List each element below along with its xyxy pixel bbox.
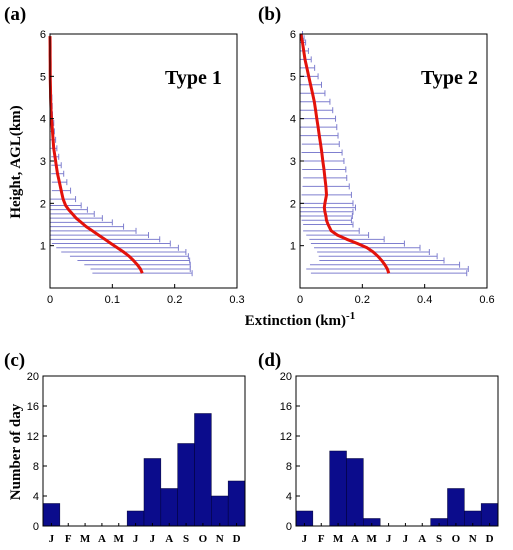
panel-d-month-label: S (436, 533, 442, 545)
panel-c-bar (160, 488, 178, 527)
panel-d-month-label: A (418, 533, 426, 545)
panel-b-x-tick-label: 0 (297, 294, 303, 306)
profile-x-axis-label-text: Extinction (km) (245, 313, 346, 329)
panel-c-bar (227, 480, 246, 527)
panel-d-month-label: J (403, 533, 409, 545)
panel-d-month-label: A (351, 533, 359, 545)
profile-y-axis-label: Height, AGL(km) (8, 105, 24, 218)
panel-d-bar (346, 458, 364, 527)
panel-c-month-label: M (80, 533, 91, 545)
panel-c-y-tick-label: 0 (33, 521, 39, 533)
panel-a-x-tick-label: 0.2 (167, 294, 182, 306)
panel-d-month-label: O (452, 533, 461, 545)
panel-b-mean-profile-line (299, 33, 391, 274)
panel-c-month-label: A (165, 533, 173, 545)
panel-label-a: (a) (4, 4, 26, 25)
panel-c-month-label: J (49, 533, 55, 545)
panel-label-b: (b) (258, 4, 281, 25)
panel-label-d: (d) (258, 350, 281, 371)
panel-a-y-tick-label: 5 (40, 71, 46, 83)
panel-b-x-tick-label: 0.4 (417, 294, 432, 306)
panel-c-axes-frame (42, 375, 246, 527)
panel-c-month-label: M (114, 533, 125, 545)
profile-plot-b: 0 0.2 0.4 0.6 1 2 3 4 5 6 (290, 29, 495, 306)
panel-c-bar (143, 458, 162, 527)
panel-a-x-tick-label: 0.3 (229, 294, 244, 306)
panel-a-x-tick-label: 0.1 (105, 294, 120, 306)
panel-a-x-tick-label: 0 (47, 294, 53, 306)
panel-b-y-tick-label: 2 (290, 198, 296, 210)
panel-c-month-label: S (183, 533, 189, 545)
panel-a-y-tick-label: 1 (40, 241, 46, 253)
panel-b-title: Type 2 (421, 67, 478, 89)
panel-d-bar (447, 488, 465, 527)
profile-plot-a: 0 0.1 0.2 0.3 1 2 3 4 5 6 (40, 29, 245, 306)
panel-b-x-tick-label: 0.6 (479, 294, 494, 306)
panel-c-y-tick-label: 20 (27, 371, 39, 383)
panel-c-month-label: N (216, 533, 224, 545)
panel-d-month-label: M (333, 533, 344, 545)
panel-d-bar (329, 450, 347, 527)
panel-b-y-tick-label: 4 (290, 114, 296, 126)
panel-b-y-tick-label: 6 (290, 29, 296, 41)
panel-b-y-tick-label: 1 (290, 241, 296, 253)
panel-a-y-tick-label: 4 (40, 114, 46, 126)
panel-a-y-tick-label: 2 (40, 198, 46, 210)
panel-a-mean-profile-line (48, 36, 144, 274)
bar-y-axis-label: Number of day (8, 403, 24, 500)
panel-c-month-label: A (98, 533, 106, 545)
panel-c-y-tick-label: 8 (33, 461, 39, 473)
panel-c-bar (211, 495, 229, 527)
panel-c-month-label: F (65, 533, 72, 545)
panel-d-y-tick-label: 8 (286, 461, 292, 473)
panel-c-y-tick-label: 4 (33, 491, 39, 503)
panel-d-month-label: J (386, 533, 392, 545)
panel-d-y-tick-label: 12 (280, 431, 292, 443)
panel-b-y-tick-label: 5 (290, 71, 296, 83)
panel-a-y-tick-label: 3 (40, 156, 46, 168)
panel-d-y-tick-label: 16 (280, 401, 292, 413)
panel-c-month-label: J (133, 533, 139, 545)
panel-d-month-label: J (302, 533, 308, 545)
panel-d-axes-frame (295, 375, 499, 527)
panel-b-y-tick-label: 3 (290, 156, 296, 168)
panel-d-y-tick-label: 20 (280, 371, 292, 383)
panel-c-month-label: J (150, 533, 156, 545)
panel-d-month-label: F (318, 533, 325, 545)
panel-d-bar (480, 503, 499, 527)
panel-c-bar (42, 503, 61, 527)
panel-c-bar (194, 413, 212, 527)
panel-c-month-label: D (233, 533, 241, 545)
profile-x-axis-label-exponent: -1 (346, 310, 355, 322)
panel-d-month-label: M (367, 533, 378, 545)
panel-a-title: Type 1 (165, 67, 222, 89)
panel-b-x-tick-label: 0.2 (355, 294, 370, 306)
panel-c-y-tick-label: 16 (27, 401, 39, 413)
panel-c-y-tick-label: 12 (27, 431, 39, 443)
panel-d-y-tick-label: 0 (286, 521, 292, 533)
panel-d-month-label: D (486, 533, 494, 545)
panel-d-y-tick-label: 4 (286, 491, 292, 503)
panel-d-month-label: N (469, 533, 477, 545)
panel-label-c: (c) (4, 350, 25, 371)
panel-a-y-tick-label: 6 (40, 29, 46, 41)
panel-c-month-label: O (199, 533, 208, 545)
profile-x-axis-label: Extinction (km)-1 (245, 310, 355, 329)
panel-c-bar (177, 443, 195, 527)
